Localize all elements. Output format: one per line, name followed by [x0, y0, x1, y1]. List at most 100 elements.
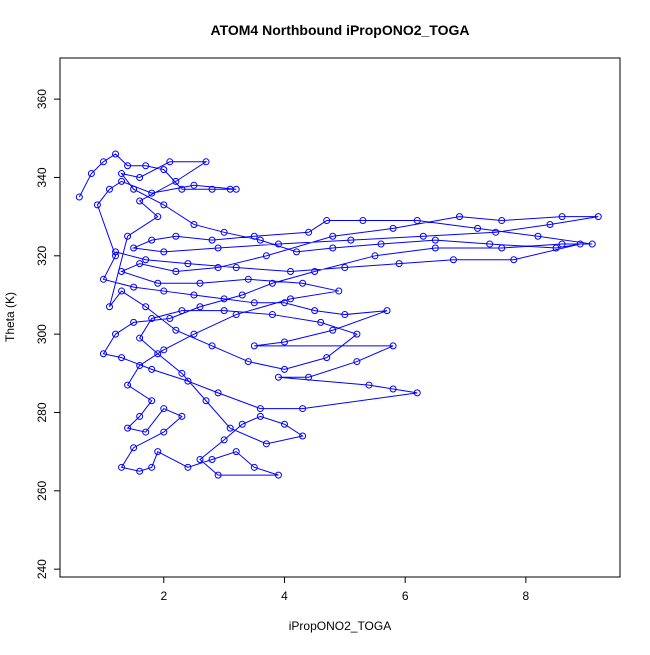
data-point [160, 405, 168, 413]
data-point [389, 342, 397, 350]
data-point [136, 467, 144, 475]
data-point [148, 365, 156, 373]
y-tick-label: 300 [35, 324, 49, 344]
data-point [160, 248, 168, 256]
data-point [190, 291, 198, 299]
data-point [124, 232, 132, 240]
data-point [172, 326, 180, 334]
data-point [329, 232, 337, 240]
y-tick-label: 340 [35, 167, 49, 187]
data-point [287, 267, 295, 275]
data-point [280, 420, 288, 428]
data-point [99, 158, 107, 166]
data-point [576, 240, 584, 248]
data-point [353, 358, 361, 366]
data-point [130, 185, 138, 193]
data-point [413, 217, 421, 225]
data-point [160, 287, 168, 295]
data-point [208, 342, 216, 350]
data-point [419, 232, 427, 240]
x-tick-label: 8 [523, 589, 530, 603]
data-point [154, 213, 162, 221]
data-point [87, 170, 95, 178]
data-point [196, 279, 204, 287]
data-point [492, 228, 500, 236]
data-point [190, 181, 198, 189]
data-point [220, 436, 228, 444]
data-point [99, 350, 107, 358]
data-point [250, 299, 258, 307]
x-tick-label: 2 [160, 589, 167, 603]
data-point [160, 428, 168, 436]
data-point [347, 236, 355, 244]
data-point [250, 463, 258, 471]
data-point [190, 220, 198, 228]
data-point [136, 361, 144, 369]
data-point [256, 412, 264, 420]
data-point [498, 244, 506, 252]
data-point [371, 252, 379, 260]
data-point [184, 463, 192, 471]
data-point [220, 295, 228, 303]
data-point [184, 260, 192, 268]
data-point [124, 381, 132, 389]
data-point [148, 189, 156, 197]
data-point [136, 197, 144, 205]
data-point [431, 236, 439, 244]
data-point [136, 412, 144, 420]
data-point [118, 177, 126, 185]
y-tick-label: 260 [35, 480, 49, 500]
data-point [202, 397, 210, 405]
x-tick-label: 6 [402, 589, 409, 603]
data-point [299, 279, 307, 287]
data-point [160, 346, 168, 354]
data-point [311, 307, 319, 315]
data-point [552, 244, 560, 252]
data-point [130, 444, 138, 452]
chart-title: ATOM4 Northbound iPropONO2_TOGA [211, 22, 470, 38]
data-point [256, 236, 264, 244]
data-point [130, 318, 138, 326]
data-point [118, 170, 126, 178]
data-point [214, 244, 222, 252]
data-point [280, 338, 288, 346]
data-point [323, 354, 331, 362]
data-point [558, 213, 566, 221]
data-point [142, 428, 150, 436]
data-point [148, 397, 156, 405]
data-point [196, 303, 204, 311]
data-point [142, 256, 150, 264]
data-point [112, 150, 120, 158]
data-point [208, 236, 216, 244]
data-point [160, 201, 168, 209]
data-point [154, 448, 162, 456]
y-tick-label: 240 [35, 559, 49, 579]
data-point [232, 185, 240, 193]
data-point [498, 217, 506, 225]
data-point [341, 311, 349, 319]
data-point [148, 314, 156, 322]
data-point [287, 295, 295, 303]
data-point [262, 252, 270, 260]
data-point [329, 326, 337, 334]
data-point [534, 232, 542, 240]
data-point [449, 256, 457, 264]
data-point [226, 424, 234, 432]
data-point [299, 432, 307, 440]
data-point [208, 185, 216, 193]
data-point [124, 162, 132, 170]
data-point [214, 471, 222, 479]
data-point [353, 330, 361, 338]
data-point [93, 201, 101, 209]
data-point [105, 303, 113, 311]
x-axis-label: iPropONO2_TOGA [289, 619, 391, 633]
data-point [154, 279, 162, 287]
data-point [588, 240, 596, 248]
data-point [299, 405, 307, 413]
y-tick-label: 320 [35, 245, 49, 265]
data-point [262, 440, 270, 448]
x-tick-label: 4 [281, 589, 288, 603]
data-point [317, 318, 325, 326]
data-point [220, 307, 228, 315]
